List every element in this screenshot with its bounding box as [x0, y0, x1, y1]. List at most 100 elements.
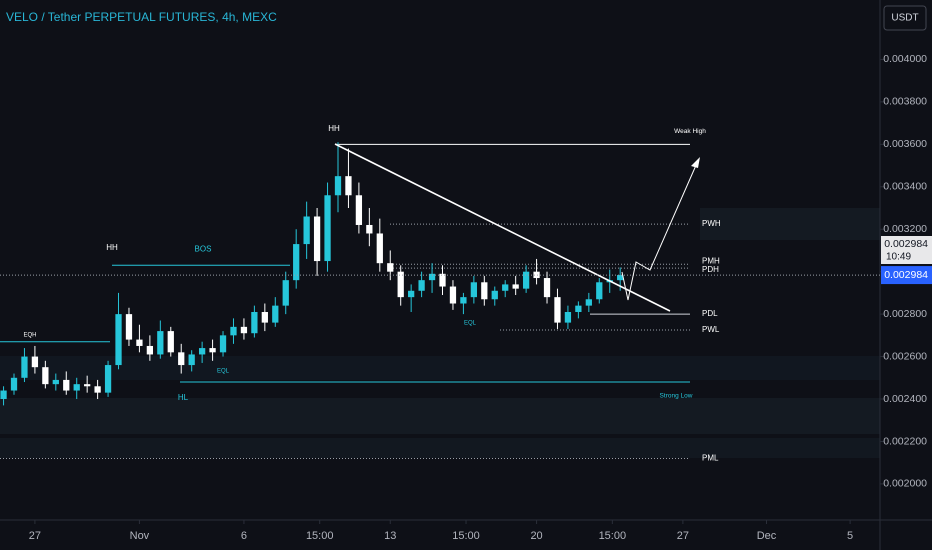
candle-body: [512, 284, 519, 289]
candle-body: [0, 390, 7, 400]
level-label: Weak High: [674, 128, 706, 135]
countdown-label: 10:49: [886, 252, 911, 263]
x-tick-label: 6: [241, 530, 247, 542]
y-tick-label: 0.004000: [883, 53, 927, 65]
projection-arrow: [621, 162, 698, 301]
candle-body: [157, 331, 164, 355]
candle-body: [366, 224, 373, 234]
candle-body: [408, 290, 415, 298]
level-label: PML: [702, 454, 719, 463]
zone: [700, 208, 880, 240]
plot: 0.002000 0.002200 0.002400 0.002600 0.002800…: [0, 53, 932, 542]
x-tick-label: 15:00: [599, 530, 627, 542]
candle-body: [533, 271, 540, 279]
x-tick-label: 27: [29, 530, 41, 542]
candle-body: [502, 284, 509, 291]
y-tick-label: 0.002200: [883, 435, 927, 447]
candle-body: [10, 377, 18, 391]
candle-body: [31, 356, 39, 368]
price-tag-box: [881, 236, 932, 264]
candle-body: [397, 271, 404, 298]
y-tick-label: 0.002000: [883, 478, 927, 490]
candle-body: [470, 282, 477, 298]
candle-body: [334, 176, 342, 196]
candle-body: [481, 282, 488, 300]
x-tick-label: 15:00: [452, 530, 480, 542]
y-tick-label: 0.003200: [883, 223, 927, 235]
candle-body: [324, 195, 331, 262]
candle-body: [387, 263, 394, 272]
candle-body: [303, 216, 310, 245]
candle-body: [261, 312, 268, 323]
candle-body: [355, 195, 363, 225]
x-tick-label: 13: [384, 530, 396, 542]
arrow-head: [691, 157, 700, 168]
zone: [0, 356, 880, 380]
level-label: EQH: [23, 332, 36, 338]
annotation: HH: [106, 243, 118, 252]
candle-body: [617, 275, 624, 281]
candle-body: [52, 379, 59, 385]
candle-body: [293, 244, 300, 281]
y-tick-label: 0.003600: [883, 138, 927, 150]
annotation: HH: [328, 124, 340, 133]
candle-body: [596, 282, 603, 300]
currency-label[interactable]: USDT: [891, 13, 918, 24]
trend-line: [334, 143, 671, 312]
candle-body: [219, 335, 227, 353]
candle-body: [115, 314, 122, 366]
candle-body: [94, 386, 101, 393]
level-label: PDL: [702, 309, 718, 318]
x-tick-label: 27: [677, 530, 689, 542]
last-price-box: [881, 266, 932, 285]
candle-body: [104, 365, 112, 393]
level-label: PWL: [702, 325, 720, 334]
y-tick-label: 0.002600: [883, 350, 927, 362]
candle-body: [209, 348, 216, 353]
candle-body: [460, 297, 467, 304]
candle-body: [428, 273, 436, 281]
x-tick-label: 15:00: [306, 530, 334, 542]
candle-body: [73, 384, 80, 391]
candle-body: [418, 280, 425, 291]
candle-body: [564, 312, 572, 323]
currency-button[interactable]: [883, 5, 927, 31]
x-tick-label: Nov: [130, 530, 150, 542]
annotation: Strong Low: [660, 393, 693, 400]
candle-body: [188, 354, 195, 366]
candle-body: [345, 176, 352, 196]
last-price-label: 0.002984: [884, 269, 928, 281]
level-label: PDH: [702, 265, 719, 274]
candle-body: [198, 348, 206, 355]
annotation: EQL: [464, 321, 477, 327]
candle-body: [575, 305, 582, 312]
level-label: HL: [178, 393, 189, 402]
level-label: PMH: [702, 256, 720, 265]
level-label: PWH: [702, 219, 721, 228]
candle-body: [491, 290, 498, 300]
candle-body: [146, 345, 154, 355]
price-tag-label: 0.002984: [884, 238, 928, 250]
candle-body: [63, 379, 70, 391]
y-tick-label: 0.003800: [883, 96, 927, 108]
candle-body: [84, 384, 91, 387]
candle-body: [21, 356, 28, 378]
candle-body: [585, 299, 592, 306]
x-tick-label: Dec: [757, 530, 777, 542]
candle-body: [272, 305, 279, 323]
candle-body: [282, 280, 289, 306]
level-label: BOS: [195, 244, 212, 253]
x-tick-label: 5: [847, 530, 853, 542]
candle-body: [178, 352, 185, 366]
chart-title: VELO / Tether PERPETUAL FUTURES, 4h, MEX…: [6, 10, 277, 24]
candle-body: [167, 331, 174, 353]
candle-body: [554, 297, 561, 323]
candle-body: [376, 233, 383, 264]
candle-body: [125, 314, 133, 340]
candle-body: [522, 271, 530, 289]
zone: [0, 398, 880, 434]
candle-body: [42, 367, 49, 385]
y-tick-label: 0.003400: [883, 181, 927, 193]
x-tick-label: 20: [530, 530, 542, 542]
y-tick-label: 0.002400: [883, 393, 927, 405]
